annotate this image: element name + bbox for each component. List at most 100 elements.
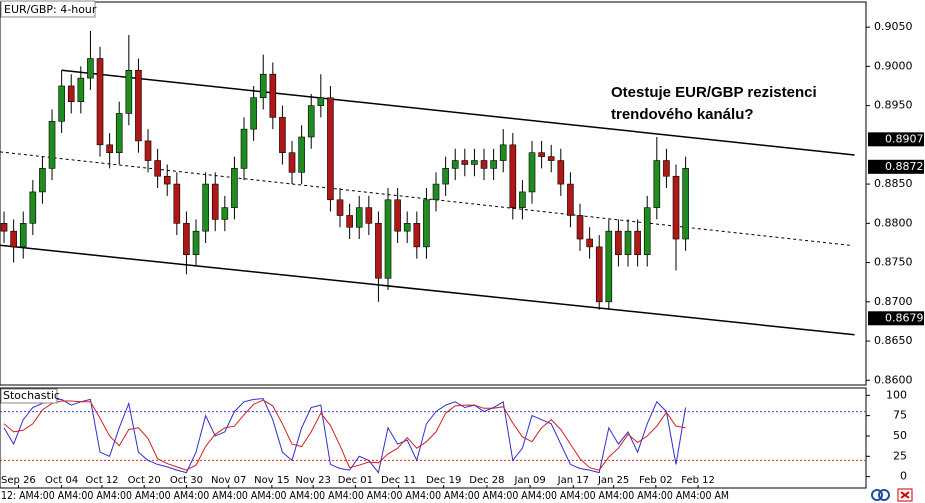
candle-body (10, 230, 17, 248)
candle-body (336, 199, 344, 216)
candle-body (394, 199, 401, 232)
trend-line (0, 151, 850, 246)
candle-body (317, 97, 325, 106)
candle-body (682, 168, 689, 240)
price-label: 0.8907 (885, 132, 924, 145)
candle-body (519, 191, 526, 208)
x-tick-label: Nov 15 (254, 475, 289, 486)
chart-title: EUR/GBP: 4-hour (4, 3, 97, 16)
price-label-box (868, 311, 924, 326)
x-tick-label: Nov 07 (211, 475, 246, 486)
candle-body (375, 223, 382, 279)
y-tick-label: 0.9050 (874, 20, 913, 33)
price-label: 0.8679 (885, 311, 924, 324)
indicator-title: Stochastic (3, 389, 60, 402)
x-tick-label: Dec 01 (338, 475, 373, 486)
y-tick-label: 25 (893, 449, 907, 462)
x-tick-label: Dec 28 (469, 475, 504, 486)
candle-body (432, 183, 440, 201)
candle-body (211, 183, 219, 220)
candle-body (115, 113, 123, 153)
close-glyph (900, 491, 910, 499)
x-tick-label: Dec 19 (426, 475, 461, 486)
candle-body (231, 168, 238, 208)
time-row: 12: AM4:00 AM4:00 AM4:00 AM4:00 AM4:00 A… (1, 489, 729, 502)
candle-body (471, 160, 478, 165)
candle-body (615, 230, 622, 256)
candle-body (509, 144, 517, 208)
candle-body (307, 105, 315, 138)
candle-body (355, 207, 363, 228)
candle-body (538, 152, 545, 157)
candle-body (163, 175, 171, 185)
y-tick-label: 100 (886, 388, 907, 401)
candle-body (288, 152, 296, 173)
candle-body (586, 238, 593, 248)
candle-body (327, 97, 334, 201)
x-tick-label: Oct 04 (45, 475, 78, 486)
candle-body (672, 175, 680, 240)
x-tick-label: Feb 02 (639, 475, 673, 486)
candle-body (643, 207, 651, 256)
y-tick-label: 0 (900, 470, 907, 483)
price-label-box (868, 132, 924, 147)
candle-body (298, 136, 305, 173)
toolbar-icons[interactable] (871, 488, 913, 502)
stochastic-panel (0, 387, 867, 489)
y-tick-label: 0.8700 (874, 295, 913, 308)
link-icon[interactable] (871, 489, 883, 501)
candle-body (499, 144, 507, 161)
candle-body (403, 223, 411, 232)
stochastic-line (3, 399, 686, 471)
candle-body (29, 191, 37, 224)
candle-body (423, 199, 430, 248)
candle-body (154, 160, 161, 177)
candle-body (624, 230, 632, 256)
candle-body (67, 85, 75, 102)
candle-body (480, 160, 488, 169)
candle-body (442, 168, 449, 185)
candle-body (663, 160, 670, 177)
candle-body (0, 223, 8, 232)
candle-body (384, 199, 392, 279)
price-label: 0.8872 (885, 160, 924, 173)
stochastic-line (3, 398, 687, 474)
x-tick-label: Sep 26 (1, 475, 36, 486)
candle-body (365, 207, 373, 224)
price-label-box (868, 159, 924, 174)
plot-layer: 0.8600 0.8650 0.8700 0.8750 0.8800 0.8850 0.89… (0, 20, 924, 488)
candle-body (48, 120, 56, 169)
indicator-box (0, 388, 58, 404)
candle-body (144, 140, 152, 161)
candle-body (451, 160, 459, 169)
trend-line (61, 69, 855, 156)
candle-body (173, 183, 181, 224)
candle-body (19, 223, 27, 248)
candle-body (461, 160, 469, 165)
y-tick-label: 0.8850 (874, 177, 913, 190)
candle-body (557, 160, 565, 185)
link-icon[interactable] (878, 489, 890, 501)
x-tick-label: Oct 12 (85, 475, 118, 486)
candle-body (653, 160, 661, 208)
title-box (0, 0, 96, 18)
y-tick-label: 0.8950 (874, 99, 913, 112)
x-tick-label: Oct 20 (128, 475, 161, 486)
candle-body (259, 73, 267, 99)
candle-body (413, 223, 421, 248)
candle-body (346, 215, 353, 228)
annotation: Otestuje EUR/GBP rezistenci (611, 84, 817, 101)
x-tick-label: Nov 23 (295, 475, 330, 486)
trend-line (0, 244, 855, 336)
y-tick-label: 0.8800 (874, 216, 913, 229)
candle-body (192, 230, 200, 256)
x-tick-label: Jan 25 (597, 475, 629, 486)
candle-body (528, 152, 536, 193)
candle-body (58, 85, 65, 122)
candle-body (202, 183, 209, 232)
candle-body (490, 160, 497, 169)
candle-body (567, 183, 574, 216)
candle-body (39, 168, 46, 193)
y-tick-label: 0.9000 (874, 59, 913, 72)
